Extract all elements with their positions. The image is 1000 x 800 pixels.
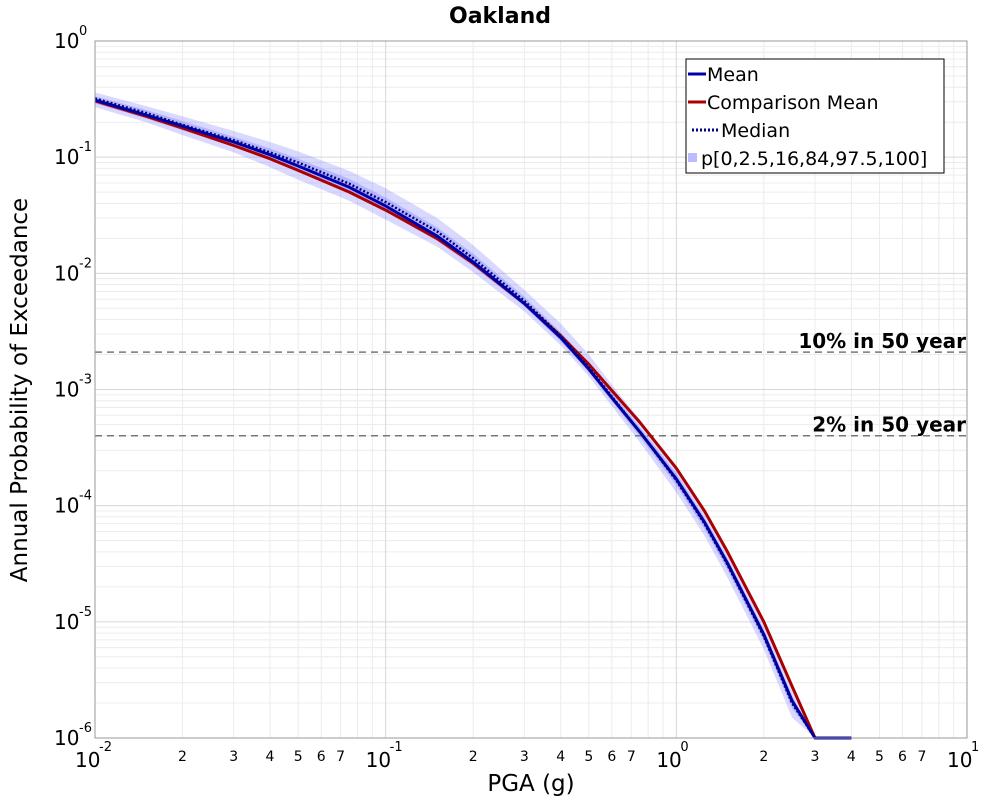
x-tick-exponent: -1 [390,740,403,755]
y-tick-label: 10 [54,261,79,285]
x-tick-label: 10 [947,748,972,772]
y-tick-label: 10 [54,378,79,402]
y-tick-exponent: -5 [79,605,92,620]
x-minor-tick-label: 7 [336,749,345,765]
x-minor-tick-label: 7 [918,749,927,765]
percentile-band [95,92,852,738]
legend: Mean Comparison Mean Median p[0,2.5,16,8… [685,58,945,174]
legend-label-percentiles: p[0,2.5,16,84,97.5,100] [701,148,927,170]
y-tick-label: 10 [54,726,79,750]
x-tick-label: 10 [75,748,100,772]
reference-label-1: 2% in 50 year [812,413,966,437]
x-minor-tick-label: 3 [229,749,238,765]
x-minor-tick-label: 2 [759,749,768,765]
y-tick-exponent: -2 [79,256,92,271]
x-minor-tick-label: 6 [898,749,907,765]
x-tick-exponent: 1 [971,740,979,755]
percentile-band-outer [95,92,852,738]
x-minor-tick-label: 4 [266,749,275,765]
plot-frame [94,40,968,739]
y-axis-title: Annual Probability of Exceedance [7,198,33,582]
y-tick-exponent: -6 [79,721,92,736]
legend-box [685,58,945,174]
x-minor-tick-label: 5 [875,749,884,765]
y-tick-exponent: 0 [79,24,87,39]
x-tick-exponent: -2 [99,740,112,755]
x-minor-tick-label: 2 [178,749,187,765]
x-minor-tick-label: 5 [584,749,593,765]
x-tick-exponent: 0 [680,740,688,755]
legend-label-median: Median [721,120,790,142]
reference-lines: 10% in 50 year 2% in 50 year [95,329,967,437]
x-minor-tick-label: 4 [847,749,856,765]
y-tick-exponent: -1 [79,140,92,155]
y-tick-label: 10 [54,494,79,518]
x-minor-tick-label: 6 [317,749,326,765]
x-axis-title: PGA (g) [487,771,574,797]
series-lines [94,97,852,740]
y-tick-exponent: -3 [79,373,92,388]
x-minor-tick-label: 3 [811,749,820,765]
x-minor-tick-label: 5 [294,749,303,765]
y-tick-label: 10 [54,145,79,169]
chart-title: Oakland [449,4,551,29]
x-minor-tick-label: 7 [627,749,636,765]
x-minor-tick-label: 2 [469,749,478,765]
legend-label-comparison-mean: Comparison Mean [707,92,879,114]
reference-label-0: 10% in 50 year [798,329,966,353]
x-tick-label: 10 [656,748,681,772]
y-tick-label: 10 [54,29,79,53]
x-minor-tick-label: 4 [556,749,565,765]
x-minor-tick-label: 6 [607,749,616,765]
legend-swatch-percentiles [688,153,697,162]
x-tick-label: 10 [366,748,391,772]
legend-label-mean: Mean [707,64,759,86]
y-tick-label: 10 [54,610,79,634]
y-tick-exponent: -4 [79,489,92,504]
x-minor-tick-label: 3 [520,749,529,765]
